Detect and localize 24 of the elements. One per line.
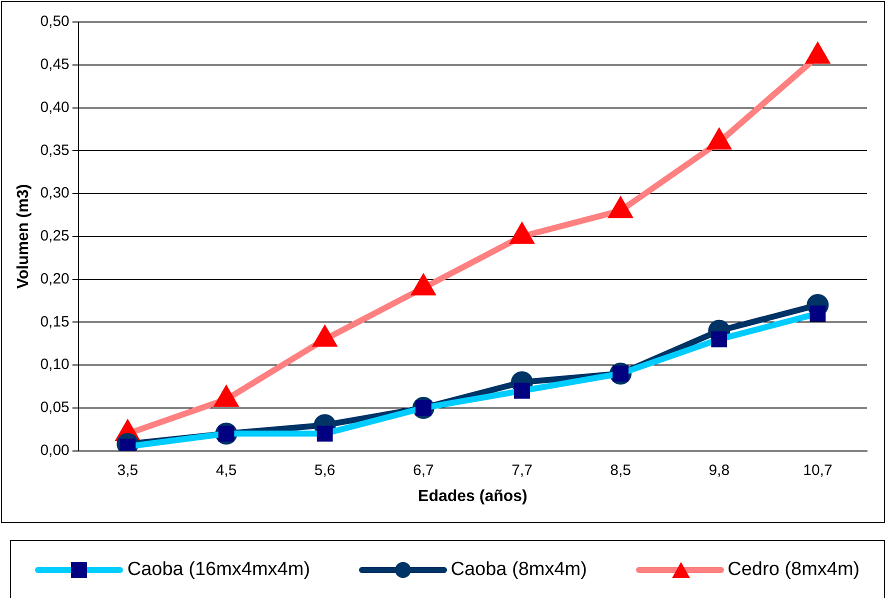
x-tick-label: 6,7 bbox=[412, 462, 434, 479]
y-tick-label: 0,45 bbox=[40, 56, 70, 74]
x-axis-title: Edades (años) bbox=[418, 488, 528, 505]
y-tick-label: 0,35 bbox=[40, 142, 70, 159]
x-tick-label: 4,5 bbox=[216, 462, 237, 479]
y-tick-label: 0,15 bbox=[40, 313, 70, 330]
y-tick-label: 0,30 bbox=[40, 184, 70, 202]
x-tick-label: 7,7 bbox=[512, 462, 532, 479]
legend-label: Cedro (8mx4m) bbox=[728, 559, 860, 581]
x-tick-label: 5,6 bbox=[314, 462, 336, 479]
legend-label: Caoba (8mx4m) bbox=[450, 559, 587, 581]
y-axis-title: Volumen (m3) bbox=[15, 184, 32, 289]
x-tick-label: 8,5 bbox=[610, 462, 631, 479]
y-tick-label: 0,00 bbox=[40, 442, 70, 459]
y-tick-label: 0,50 bbox=[40, 13, 70, 30]
y-tick-label: 0,40 bbox=[40, 98, 70, 116]
x-tick-label: 10,7 bbox=[803, 462, 832, 479]
legend-label: Caoba (16mx4mx4m) bbox=[127, 559, 310, 581]
y-tick-label: 0,10 bbox=[40, 356, 70, 374]
y-tick-label: 0,25 bbox=[40, 228, 70, 245]
y-tick-label: 0,05 bbox=[40, 399, 70, 416]
y-tick-label: 0,20 bbox=[40, 270, 70, 288]
x-tick-label: 9,8 bbox=[708, 462, 730, 479]
x-tick-label: 3,5 bbox=[117, 462, 138, 479]
